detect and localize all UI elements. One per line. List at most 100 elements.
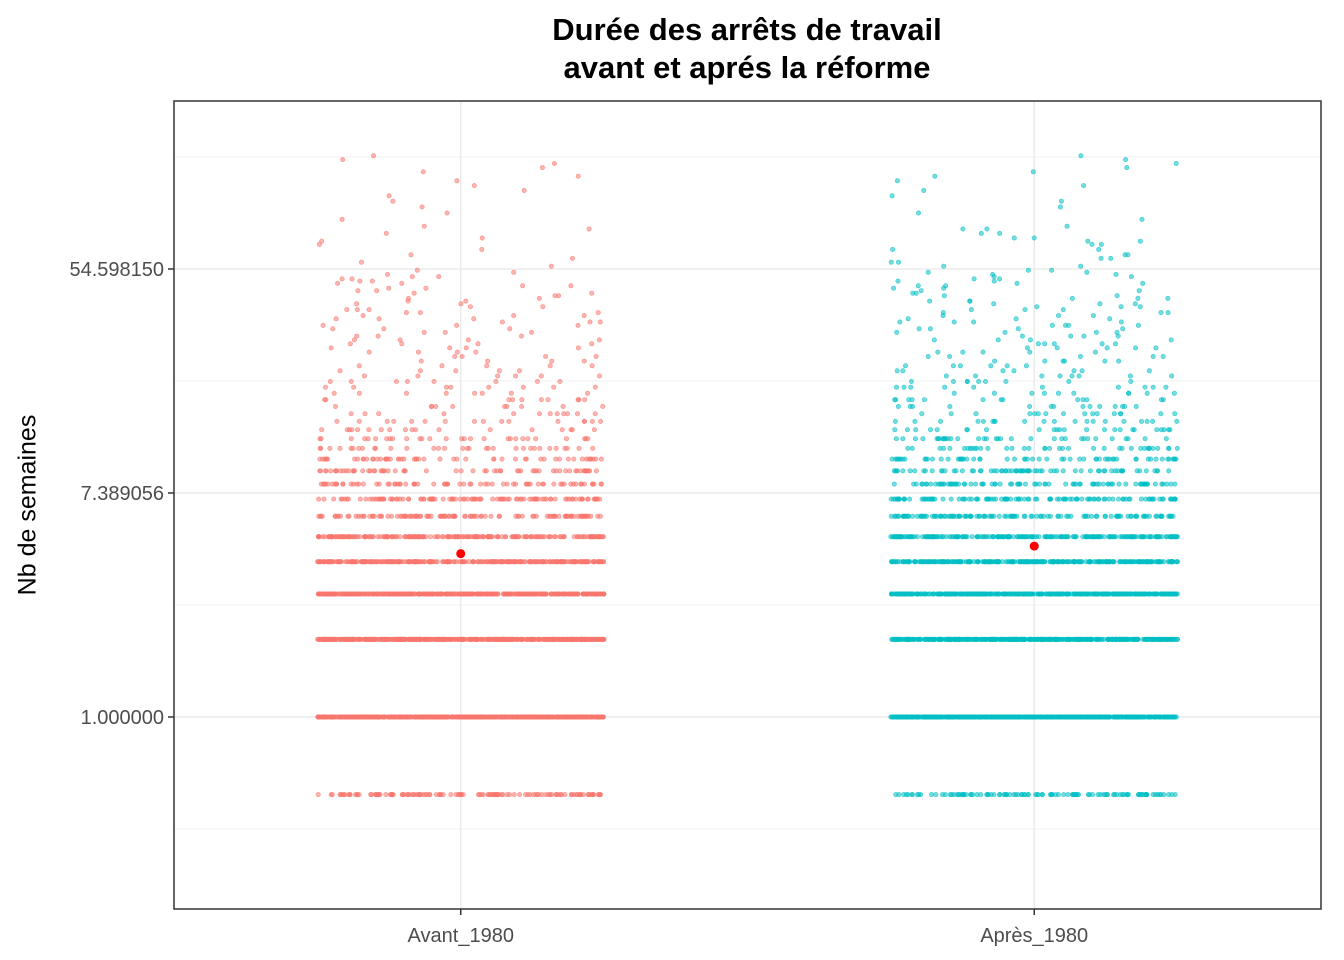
- data-point: [417, 368, 423, 374]
- data-point: [402, 468, 408, 474]
- data-point: [1164, 636, 1170, 642]
- data-point: [381, 591, 387, 597]
- data-point: [443, 390, 449, 396]
- data-point: [1001, 591, 1007, 597]
- data-point: [356, 714, 362, 720]
- data-point: [1049, 792, 1055, 798]
- data-point: [1061, 792, 1067, 798]
- data-point: [955, 534, 961, 540]
- data-point: [1040, 792, 1046, 798]
- data-point: [442, 329, 448, 335]
- data-point: [366, 427, 372, 433]
- data-point: [1035, 792, 1041, 798]
- data-point: [421, 456, 427, 462]
- data-point: [966, 559, 972, 565]
- data-point: [412, 427, 418, 433]
- data-point: [500, 636, 506, 642]
- data-point: [319, 238, 325, 244]
- data-point: [351, 468, 357, 474]
- data-point: [373, 436, 379, 442]
- data-point: [441, 411, 447, 417]
- data-point: [916, 591, 922, 597]
- data-point: [495, 373, 501, 379]
- data-point: [366, 468, 372, 474]
- data-point: [1106, 714, 1112, 720]
- data-point: [334, 418, 340, 424]
- data-point: [317, 456, 323, 462]
- data-point: [417, 436, 423, 442]
- data-point: [548, 263, 554, 269]
- data-point: [511, 411, 517, 417]
- data-point: [399, 280, 405, 286]
- data-point: [333, 591, 339, 597]
- data-point: [362, 591, 368, 597]
- data-point: [592, 636, 598, 642]
- data-point: [325, 591, 331, 597]
- data-point: [1017, 559, 1023, 565]
- data-point: [560, 403, 566, 409]
- data-point: [573, 636, 579, 642]
- data-point: [1099, 591, 1105, 597]
- data-point: [1147, 591, 1153, 597]
- data-point: [441, 445, 447, 451]
- data-point: [587, 468, 593, 474]
- data-point: [1173, 534, 1179, 540]
- data-point: [1098, 534, 1104, 540]
- data-point: [890, 534, 896, 540]
- data-point: [460, 445, 466, 451]
- data-point: [1129, 534, 1135, 540]
- data-point: [471, 513, 477, 519]
- data-point: [494, 534, 500, 540]
- data-point: [484, 559, 490, 565]
- data-point: [415, 792, 421, 798]
- data-point: [1006, 534, 1012, 540]
- data-point: [427, 496, 433, 502]
- data-point: [363, 559, 369, 565]
- data-point: [1117, 792, 1123, 798]
- data-point: [1145, 534, 1151, 540]
- data-point: [368, 534, 374, 540]
- data-point: [1125, 792, 1131, 798]
- data-point: [481, 436, 487, 442]
- data-point: [573, 481, 579, 487]
- data-point: [337, 368, 343, 374]
- data-point: [597, 792, 603, 798]
- data-point: [523, 792, 529, 798]
- data-point: [367, 496, 373, 502]
- data-point: [348, 714, 354, 720]
- data-point: [458, 468, 464, 474]
- data-point: [592, 411, 598, 417]
- data-point: [347, 792, 353, 798]
- data-point: [555, 559, 561, 565]
- data-point: [511, 792, 517, 798]
- data-point: [579, 513, 585, 519]
- data-point: [390, 436, 396, 442]
- data-point: [519, 636, 525, 642]
- data-point: [411, 290, 417, 296]
- data-point: [529, 427, 535, 433]
- data-point: [558, 481, 564, 487]
- data-point: [580, 792, 586, 798]
- data-point: [581, 481, 587, 487]
- data-point: [977, 714, 983, 720]
- data-point: [382, 456, 388, 462]
- data-point: [538, 397, 544, 403]
- data-point: [512, 456, 518, 462]
- data-point: [509, 591, 515, 597]
- data-point: [934, 513, 940, 519]
- data-point: [356, 445, 362, 451]
- data-point: [523, 456, 529, 462]
- data-point: [418, 358, 424, 364]
- data-point: [422, 418, 428, 424]
- data-point: [381, 326, 387, 332]
- data-point: [949, 513, 955, 519]
- data-point: [499, 418, 505, 424]
- data-point: [593, 353, 599, 359]
- data-point: [553, 445, 559, 451]
- data-point: [990, 534, 996, 540]
- data-point: [414, 267, 420, 273]
- data-point: [370, 456, 376, 462]
- data-point: [911, 534, 917, 540]
- data-point: [467, 304, 473, 310]
